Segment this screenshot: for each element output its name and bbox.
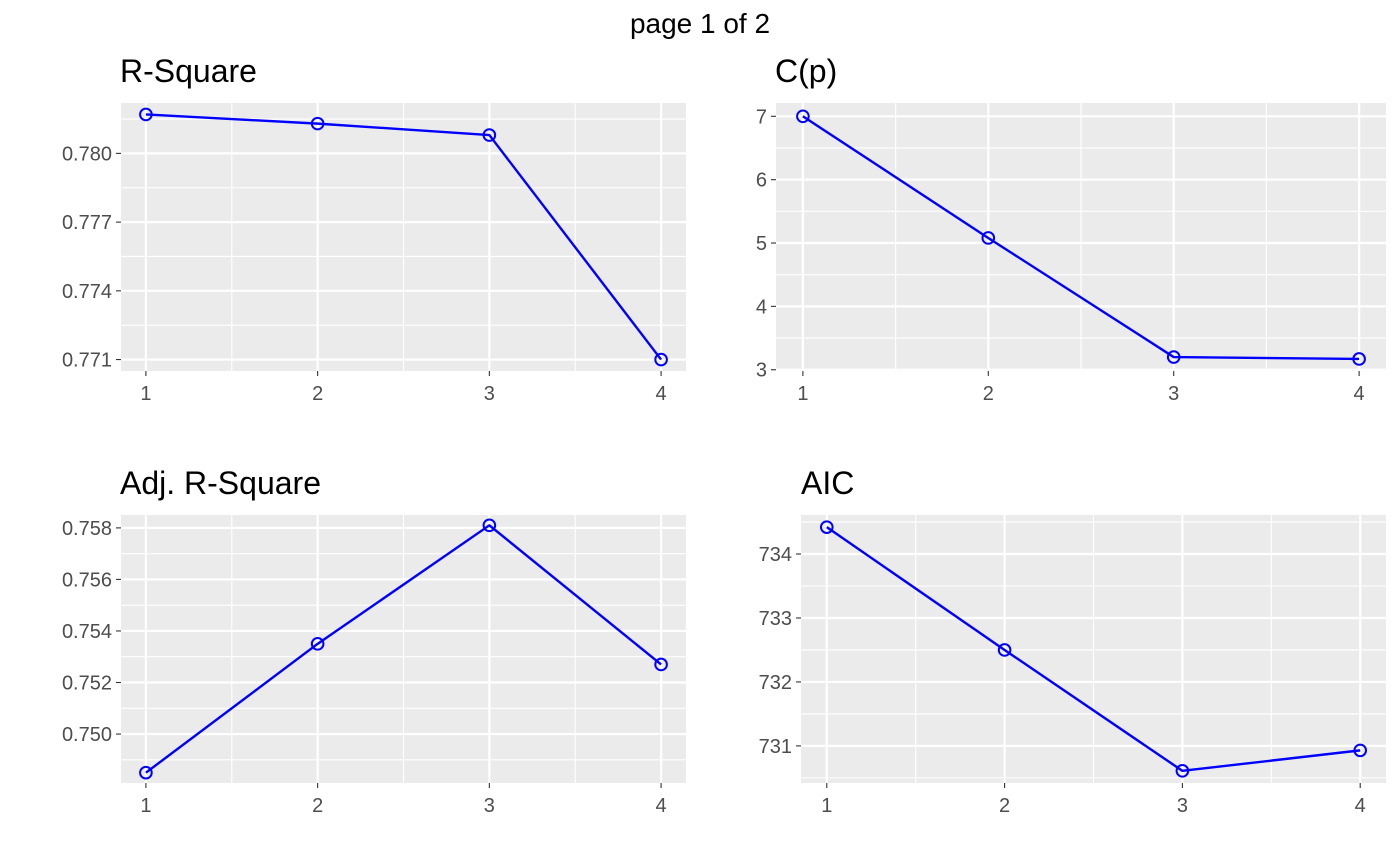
y-tick-label: 0.752	[62, 673, 112, 695]
x-tick-label: 2	[983, 383, 994, 405]
series-line	[802, 115, 1360, 361]
series-line	[145, 113, 663, 361]
panel-aic: AIC 1 2 3 4 731 732 733 734	[759, 465, 1386, 817]
data-point	[310, 116, 325, 131]
x-tick-label: 3	[1177, 795, 1188, 817]
data-point	[482, 128, 497, 142]
panel-title: AIC	[801, 465, 854, 501]
y-tick-label: 731	[759, 736, 792, 758]
data-point	[796, 109, 810, 124]
x-tick-label: 3	[484, 383, 495, 405]
y-tick-label: 0.750	[62, 724, 112, 746]
x-tick-label: 2	[999, 795, 1010, 817]
y-tick-label: 0.774	[62, 281, 112, 303]
data-point	[482, 518, 497, 533]
y-tick-label: 0.754	[62, 621, 112, 643]
y-tick-label: 732	[759, 672, 792, 694]
data-point	[981, 231, 996, 245]
x-tick-label: 1	[797, 383, 808, 405]
y-tick-label: 733	[759, 608, 792, 630]
y-tick-label: 3	[756, 360, 767, 382]
panel-title: C(p)	[775, 53, 837, 89]
data-point	[139, 765, 153, 780]
y-tick-label: 6	[756, 170, 767, 192]
panel-cp: C(p) 1 2 3 4 3 4 5 6 7	[756, 53, 1386, 405]
panel-title: Adj. R-Square	[120, 465, 321, 501]
x-tick-label: 2	[312, 383, 323, 405]
data-point	[997, 643, 1012, 657]
x-tick-label: 1	[140, 383, 151, 405]
series-line	[826, 526, 1361, 773]
data-point	[654, 352, 668, 367]
data-point	[654, 657, 668, 672]
y-tick-label: 0.777	[62, 212, 112, 234]
x-tick-label: 3	[1168, 383, 1179, 405]
y-tick-label: 5	[756, 233, 767, 255]
y-tick-label: 0.780	[62, 143, 112, 165]
y-tick-label: 0.758	[62, 518, 112, 540]
x-tick-label: 1	[821, 795, 832, 817]
y-tick-label: 7	[756, 106, 767, 128]
data-point	[1166, 350, 1181, 364]
panel-r-square: R-Square 1 2 3 4 0.771 0.774 0.777 0.780	[62, 53, 686, 405]
data-point	[310, 637, 325, 651]
data-point	[1175, 764, 1190, 778]
x-tick-label: 3	[484, 795, 495, 817]
y-tick-label: 0.771	[62, 350, 112, 372]
data-point	[819, 520, 834, 534]
x-tick-label: 4	[1355, 795, 1366, 817]
x-tick-label: 4	[656, 795, 667, 817]
x-tick-label: 2	[312, 795, 323, 817]
x-tick-label: 1	[140, 795, 151, 817]
y-tick-label: 4	[756, 296, 767, 318]
series-line	[145, 524, 662, 774]
data-point	[1353, 743, 1368, 758]
data-point	[139, 107, 153, 122]
x-tick-label: 4	[1354, 383, 1365, 405]
panel-title: R-Square	[120, 53, 257, 89]
data-point	[1352, 352, 1366, 366]
panel-adj-r-square: Adj. R-Square 1 2 3 4 0.750 0.752 0.754 0.756 0.7…	[62, 465, 686, 817]
y-tick-label: 0.756	[62, 569, 112, 591]
page-title: page 1 of 2	[630, 8, 770, 39]
y-tick-label: 734	[759, 544, 792, 566]
x-tick-label: 4	[656, 383, 667, 405]
